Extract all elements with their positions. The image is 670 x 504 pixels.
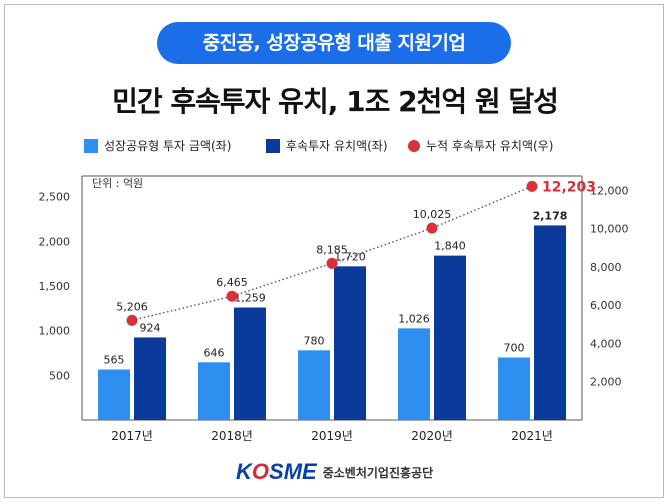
bar-followup: [534, 225, 566, 420]
bar-label-followup: 1,720: [334, 250, 366, 263]
bar-investment: [298, 350, 330, 420]
legend-item-followup: 후속투자 유치액(좌): [266, 137, 388, 154]
bar-investment: [98, 369, 130, 420]
bar-label-investment: 565: [104, 354, 125, 367]
x-tick-label: 2017년: [111, 429, 153, 443]
x-tick-label: 2020년: [411, 429, 453, 443]
cumulative-point: [526, 180, 538, 192]
bar-label-followup: 1,259: [234, 292, 266, 305]
x-tick-label: 2021년: [511, 429, 553, 443]
legend: 성장공유형 투자 금액(좌) 후속투자 유치액(좌) 누적 후속투자 유치액(우…: [84, 137, 584, 157]
bar-followup: [234, 307, 266, 420]
bar-label-investment: 780: [304, 334, 325, 347]
cumulative-label: 8,185: [316, 243, 348, 256]
bar-investment: [398, 328, 430, 420]
bar-label-investment: 1,026: [398, 312, 430, 325]
cumulative-label: 5,206: [116, 300, 148, 313]
legend-label-followup: 후속투자 유치액(좌): [286, 139, 388, 153]
cumulative-point: [226, 290, 238, 302]
left-tick-label: 1,500: [39, 280, 71, 293]
unit-label: 단위 : 억원: [92, 177, 144, 190]
bar-label-investment: 700: [504, 341, 525, 354]
bar-label-investment: 646: [204, 346, 225, 359]
right-tick-label: 12,000: [590, 184, 629, 197]
right-tick-label: 10,000: [590, 223, 629, 236]
bar-label-followup: 1,840: [434, 240, 466, 253]
cumulative-label: 6,465: [216, 276, 248, 289]
cumulative-label: 10,025: [413, 208, 452, 221]
legend-label-cumulative: 누적 후속투자 유치액(우): [426, 139, 554, 153]
cumulative-point: [126, 314, 138, 326]
bar-investment: [498, 357, 530, 420]
cumulative-point: [326, 257, 338, 269]
left-tick-label: 2,500: [39, 191, 71, 204]
footer: KOSME 중소벤처기업진흥공단: [236, 458, 433, 486]
right-tick-label: 2,000: [590, 376, 622, 389]
left-tick-label: 2,000: [39, 235, 71, 248]
bar-followup: [134, 337, 166, 420]
left-tick-label: 500: [49, 369, 70, 382]
legend-item-cumulative: 누적 후속투자 유치액(우): [408, 137, 553, 154]
cumulative-point: [426, 222, 438, 234]
x-tick-label: 2018년: [211, 429, 253, 443]
bar-followup: [434, 255, 466, 420]
bar-label-followup: 2,178: [533, 209, 568, 222]
chart-title: 민간 후속투자 유치, 1조 2천억 원 달성: [112, 85, 559, 118]
left-tick-label: 1,000: [39, 325, 71, 338]
legend-swatch-cumulative: [408, 139, 420, 152]
bar-label-followup: 924: [140, 321, 161, 334]
legend-swatch-investment: [84, 138, 98, 153]
legend-item-investment: 성장공유형 투자 금액(좌): [84, 137, 231, 154]
header-badge: 중진공, 성장공유형 대출 지원기업: [157, 22, 511, 64]
cumulative-label: 12,203: [542, 179, 596, 195]
agency-name: 중소벤처기업진흥공단: [322, 465, 434, 480]
right-tick-label: 4,000: [590, 337, 622, 350]
legend-swatch-followup: [266, 138, 280, 153]
legend-label-investment: 성장공유형 투자 금액(좌): [104, 139, 232, 153]
x-tick-label: 2019년: [311, 429, 353, 443]
right-tick-label: 6,000: [590, 299, 622, 312]
kosme-logo: KOSME: [236, 459, 317, 484]
bar-investment: [198, 362, 230, 420]
right-tick-label: 8,000: [590, 261, 622, 274]
bar-followup: [334, 266, 366, 420]
